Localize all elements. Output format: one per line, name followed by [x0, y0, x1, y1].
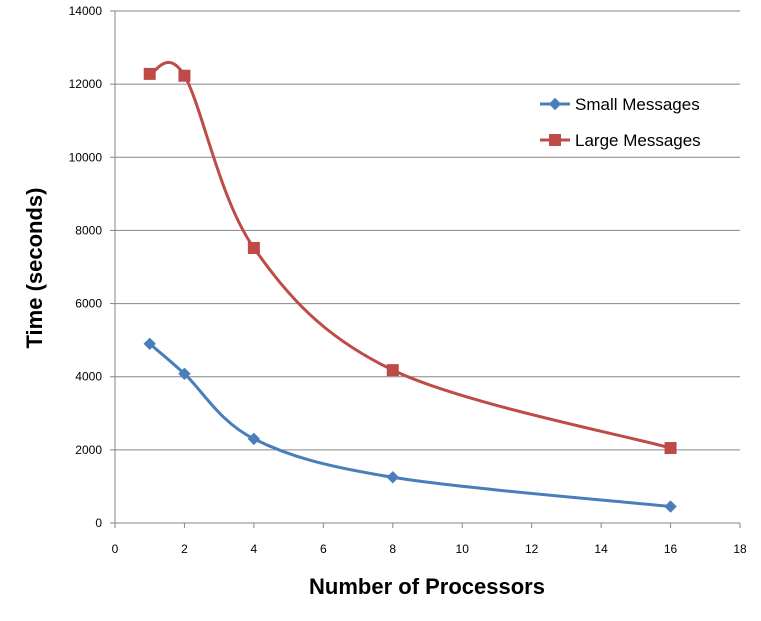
data-point-large-messages	[247, 241, 260, 254]
legend-label: Large Messages	[575, 131, 701, 150]
y-tick-label: 2000	[75, 443, 102, 457]
y-tick-label: 0	[95, 516, 102, 530]
legend-marker	[549, 134, 561, 146]
series-line-small-messages	[148, 342, 673, 509]
x-tick-label: 14	[594, 542, 608, 556]
legend-item-large-messages: Large Messages	[540, 131, 701, 150]
data-point-small-messages	[178, 367, 191, 380]
legend-label: Small Messages	[575, 95, 700, 114]
y-tick-label: 6000	[75, 297, 102, 311]
data-point-large-messages	[178, 69, 191, 82]
legend-marker	[548, 97, 562, 111]
y-tick-label: 8000	[75, 223, 102, 237]
x-tick-label: 18	[733, 542, 747, 556]
x-tick-label: 4	[251, 542, 258, 556]
y-tick-label: 12000	[69, 77, 103, 91]
x-axis-title: Number of Processors	[309, 574, 545, 599]
y-tick-label: 10000	[69, 150, 103, 164]
x-tick-label: 6	[320, 542, 327, 556]
x-tick-label: 8	[389, 542, 396, 556]
axes	[110, 10, 741, 528]
series-large-messages	[143, 60, 677, 455]
data-point-large-messages	[664, 442, 677, 455]
series-layer	[143, 60, 677, 513]
data-point-small-messages	[386, 471, 399, 484]
x-tick-label: 12	[525, 542, 539, 556]
legend-item-small-messages: Small Messages	[540, 95, 700, 114]
data-point-small-messages	[664, 500, 677, 513]
data-point-large-messages	[386, 364, 399, 377]
x-tick-label: 2	[181, 542, 188, 556]
data-point-large-messages	[143, 67, 156, 80]
x-tick-label: 10	[456, 542, 470, 556]
y-tick-label: 14000	[69, 4, 103, 18]
x-tick-label: 16	[664, 542, 678, 556]
x-tick-label: 0	[112, 542, 119, 556]
tick-labels: 0 2000 4000 6000 8000 10000 12000 14000 0 2 4 6 8 10 1…	[69, 4, 747, 556]
gridlines	[115, 10, 740, 451]
y-axis-title: Time (seconds)	[22, 188, 47, 349]
data-point-small-messages	[247, 432, 261, 446]
series-small-messages	[143, 337, 677, 513]
data-point-small-messages	[143, 337, 156, 351]
legend: Small Messages Large Messages	[540, 95, 701, 150]
series-line-large-messages	[148, 60, 673, 450]
y-tick-label: 4000	[75, 370, 102, 384]
